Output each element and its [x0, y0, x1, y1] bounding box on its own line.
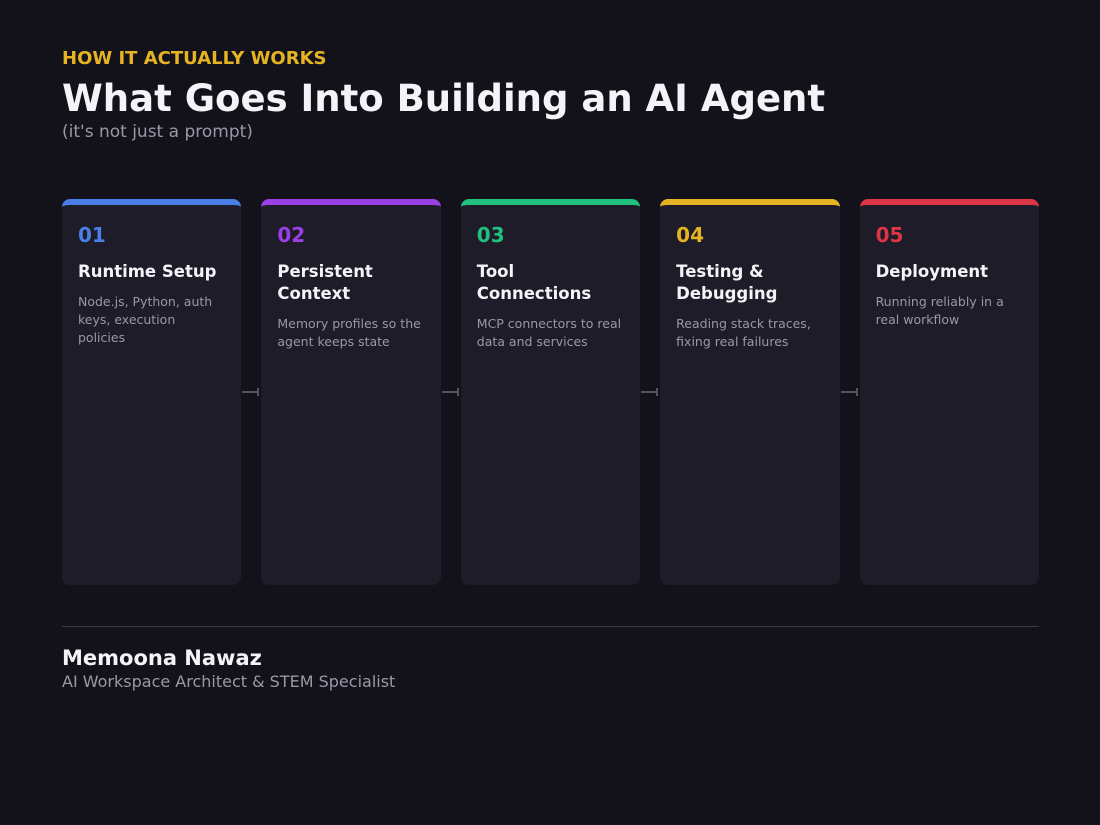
- step-card: 04 Testing & Debugging Reading stack trace…: [660, 199, 840, 585]
- arrow-icon: [242, 388, 260, 396]
- step-description: Reading stack traces, fixing real failur…: [676, 316, 811, 349]
- step-title: Tool Connections: [476, 262, 592, 303]
- step-number: 03: [476, 223, 505, 247]
- arrow-icon: [441, 388, 459, 396]
- step-title: Runtime Setup: [78, 262, 217, 281]
- step-description: MCP connectors to real data and services: [476, 316, 622, 349]
- step-card: 03 Tool Connections MCP connectors to real…: [460, 199, 641, 585]
- author-role: AI Workspace Architect & STEM Specialist: [62, 672, 396, 691]
- step-description: Node.js, Python, auth keys, execution po…: [78, 294, 213, 345]
- eyebrow: HOW IT ACTUALLY WORKS: [62, 48, 327, 69]
- step-card: 05 Deployment Running reliably in a real w…: [859, 199, 1039, 585]
- arrow: [241, 199, 261, 585]
- step-number: 01: [78, 223, 106, 247]
- arrow-icon: [840, 388, 858, 396]
- divider: [62, 626, 1039, 627]
- step-description: Memory profiles so the agent keeps state: [277, 316, 421, 349]
- step-number: 04: [676, 223, 705, 247]
- step-number: 02: [277, 223, 306, 247]
- step-title: Deployment: [875, 262, 989, 281]
- step-title: Testing & Debugging: [676, 262, 778, 303]
- step-card: 02 Persistent Context Memory profiles so t…: [261, 199, 441, 585]
- step-description: Running reliably in a real workflow: [875, 294, 1004, 327]
- author-name: Memoona Nawaz: [62, 646, 262, 670]
- steps: 01 Runtime Setup Node.js, Python, auth key…: [62, 199, 1039, 585]
- title: What Goes Into Building an AI Agent: [62, 77, 826, 120]
- arrow: [441, 199, 461, 585]
- arrow-icon: [641, 388, 659, 396]
- arrow: [640, 199, 660, 585]
- step-card: 01 Runtime Setup Node.js, Python, auth key…: [62, 199, 242, 585]
- step-title: Persistent Context: [277, 262, 373, 303]
- arrow: [840, 199, 860, 585]
- subtitle: (it's not just a prompt): [62, 122, 253, 142]
- step-number: 05: [875, 223, 904, 247]
